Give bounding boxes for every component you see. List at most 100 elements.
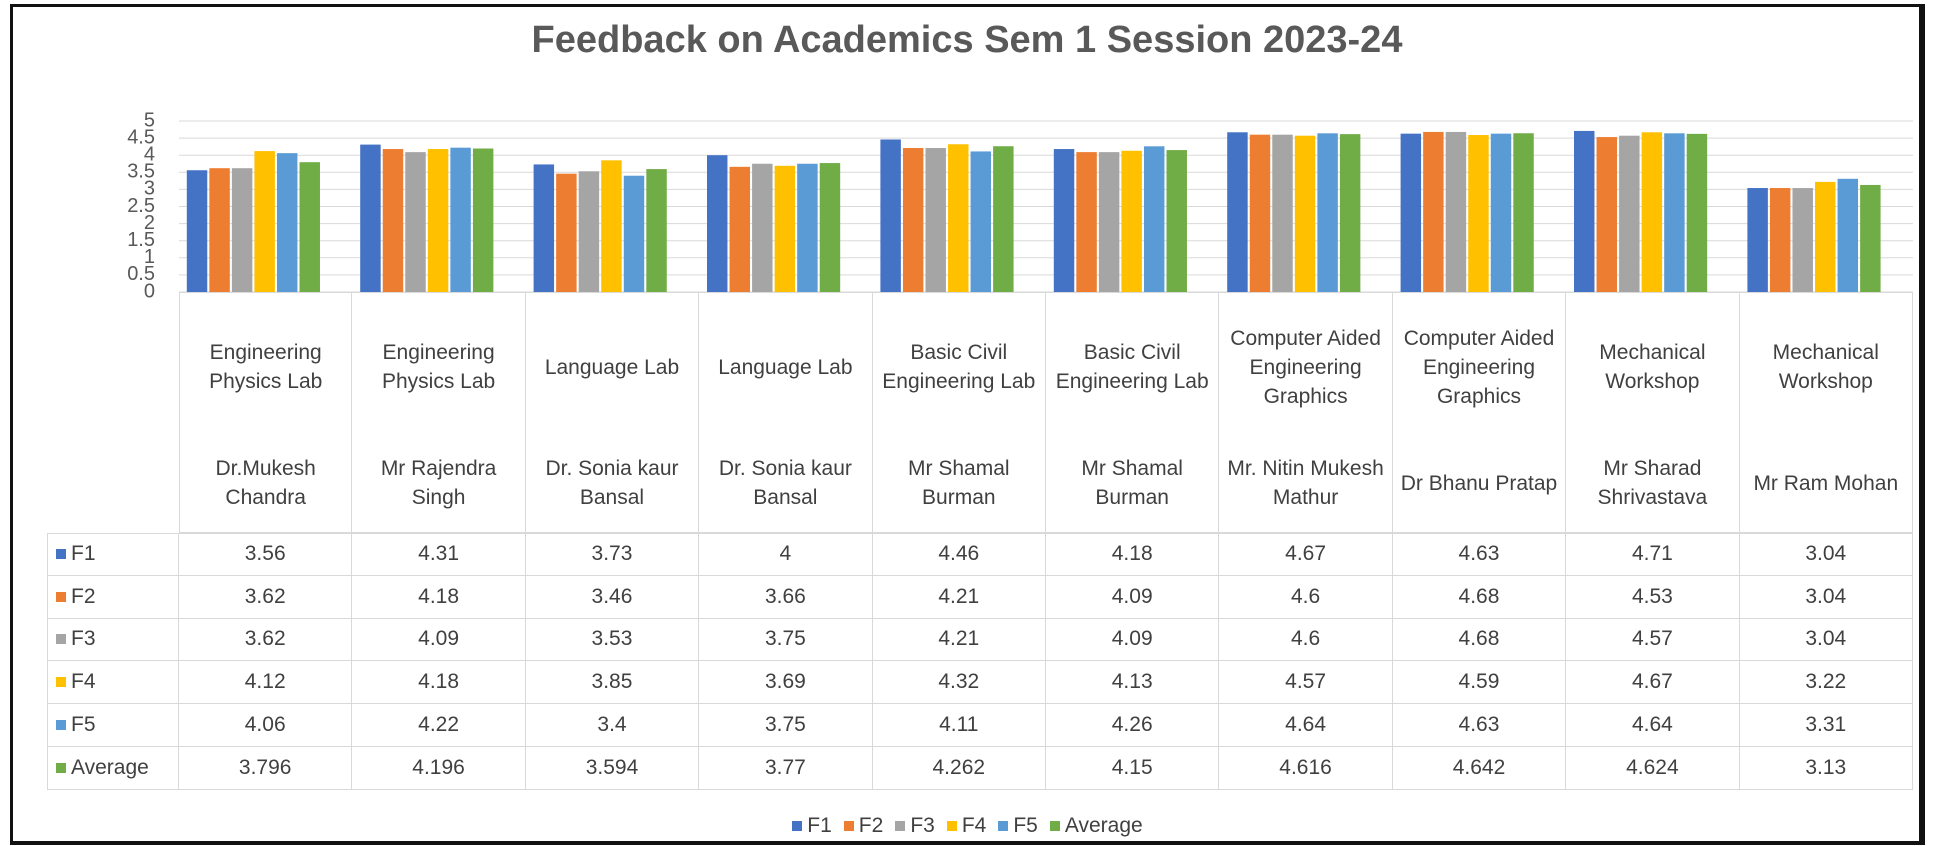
y-tick-label: 3.5	[127, 161, 155, 183]
table-value: 3.13	[1739, 747, 1913, 790]
table-value: 4.68	[1392, 575, 1567, 619]
bar	[646, 169, 667, 292]
category-header: Computer Aided Engineering Graphics Dr Bh…	[1392, 292, 1567, 533]
category-label: Language Lab	[718, 355, 853, 379]
table-value: 4.64	[1219, 704, 1393, 747]
bar	[1249, 134, 1271, 292]
teacher-label: Mr Sharad Shrivastava	[1597, 457, 1708, 509]
table-value: 4.18	[1046, 533, 1220, 576]
bar	[1339, 134, 1361, 292]
bar	[533, 164, 555, 292]
bar	[729, 166, 751, 292]
bar	[1468, 135, 1489, 292]
table-value: 4.57	[1219, 661, 1393, 705]
table-value: 3.22	[1739, 661, 1913, 705]
row-name: F3	[71, 627, 96, 651]
legend-key	[843, 821, 854, 831]
legend-key	[1049, 821, 1060, 831]
bar	[427, 149, 449, 292]
teacher-label: Dr Bhanu Pratap	[1400, 471, 1558, 495]
table-value: 4.68	[1392, 618, 1567, 662]
bar	[902, 148, 924, 292]
bar	[1053, 149, 1075, 292]
bar	[1272, 134, 1293, 292]
table-value: 4.31	[352, 533, 526, 576]
legend-item: Average	[1049, 814, 1143, 838]
y-tick-label: 4	[144, 143, 155, 165]
row-label: F5	[47, 704, 179, 747]
bar	[1227, 132, 1248, 292]
legend-item: F2	[843, 814, 884, 838]
table-value: 4.26	[1046, 704, 1220, 747]
legend-key	[56, 634, 66, 645]
legend-label: F1	[807, 814, 832, 837]
bar	[752, 163, 773, 292]
table-value: 3.796	[179, 747, 353, 790]
teacher-label: Dr. Sonia kaur Bansal	[545, 457, 679, 509]
y-tick-label: 2.5	[127, 195, 155, 217]
row-label: F1	[47, 533, 179, 576]
bar	[1747, 188, 1768, 292]
table-value: 4.46	[872, 533, 1046, 576]
table-value: 4.616	[1219, 747, 1393, 790]
table-value: 3.85	[525, 661, 700, 705]
bar	[1423, 131, 1444, 292]
bar	[405, 152, 426, 292]
table-value: 4.21	[872, 575, 1046, 619]
bar	[1400, 133, 1422, 292]
bar	[1121, 150, 1142, 292]
legend-item: F4	[946, 814, 986, 838]
category-header: Computer Aided Engineering Graphics Mr. N…	[1219, 292, 1393, 533]
teacher-label: Dr. Sonia kaur Bansal	[718, 457, 852, 509]
table-value: 4.67	[1219, 533, 1393, 576]
table-corner	[47, 292, 179, 533]
row-label: F4	[47, 661, 179, 705]
bar	[1619, 135, 1640, 292]
row-label: F2	[47, 575, 179, 619]
row-label: F3	[47, 618, 179, 662]
table-value: 3.56	[179, 533, 353, 576]
category-header: Mechanical Workshop Mr Ram Mohan	[1739, 292, 1913, 533]
bar	[276, 153, 298, 292]
table-value: 4.624	[1566, 747, 1740, 790]
teacher-label: Mr Ram Mohan	[1753, 471, 1899, 495]
bar	[880, 139, 901, 292]
table-value: 3.77	[699, 747, 873, 790]
category-header: Language Lab Dr. Sonia kaur Bansal	[699, 292, 873, 533]
bar	[299, 162, 320, 292]
legend-key	[998, 821, 1009, 831]
table-value: 4.22	[352, 704, 526, 747]
row-name: F4	[71, 670, 96, 694]
legend-label: Average	[1064, 814, 1143, 837]
bar	[1098, 152, 1120, 292]
category-label: Mechanical Workshop	[1599, 341, 1706, 393]
bar	[1792, 188, 1813, 292]
bar	[1641, 132, 1663, 292]
bar	[472, 148, 494, 292]
bar	[578, 171, 600, 292]
table-value: 4.13	[1046, 661, 1220, 705]
bar	[1317, 133, 1338, 292]
bar	[556, 173, 577, 292]
table-value: 3.62	[179, 575, 353, 619]
teacher-label: Mr Rajendra Singh	[380, 457, 497, 509]
legend-label: F2	[858, 814, 884, 837]
table-value: 4.63	[1392, 533, 1567, 576]
table-value: 4.12	[179, 661, 353, 705]
row-name: Average	[71, 755, 149, 779]
table-value: 4	[699, 533, 873, 576]
bar	[1445, 131, 1467, 292]
bar	[948, 144, 969, 292]
table-value: 4.18	[352, 575, 526, 619]
teacher-label: Mr Shamal Burman	[908, 457, 1010, 509]
table-value: 3.69	[699, 661, 873, 705]
bar	[1513, 133, 1534, 292]
table-value: 3.53	[525, 618, 700, 662]
legend-key	[56, 762, 66, 773]
table-value: 3.62	[179, 618, 353, 662]
legend-item: F5	[998, 814, 1038, 838]
bar	[382, 149, 404, 292]
bar	[601, 160, 622, 292]
bar	[1294, 135, 1316, 292]
